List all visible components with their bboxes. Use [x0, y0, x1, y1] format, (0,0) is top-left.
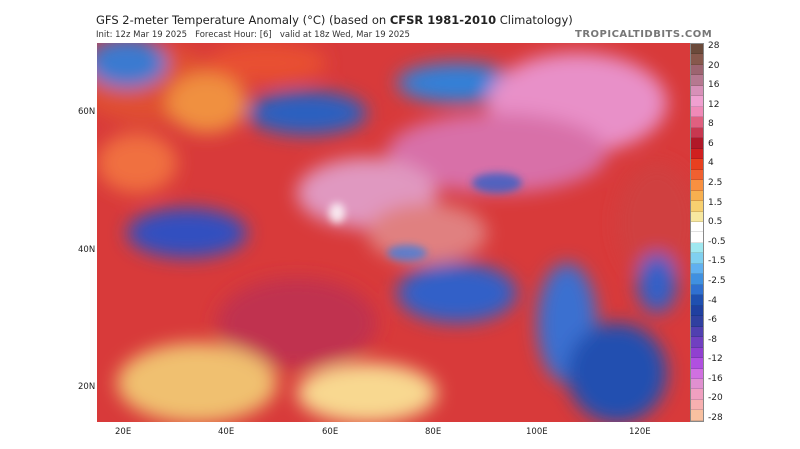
lon-label: 60E: [322, 427, 339, 437]
colorbar-segment: [691, 389, 703, 400]
colorbar-label: 20: [708, 60, 720, 71]
colorbar-label: -0.5: [708, 236, 726, 247]
anomaly-field: [97, 43, 690, 422]
colorbar-segment: [691, 242, 703, 254]
colorbar-segment: [691, 138, 703, 149]
colorbar-segment: [691, 169, 703, 181]
lon-label: 20E: [115, 427, 132, 437]
colorbar-segment: [691, 201, 703, 212]
colorbar-segment: [691, 284, 703, 296]
temperature-anomaly-map: [97, 43, 690, 422]
colorbar-segment: [691, 54, 703, 65]
colorbar-segment: [691, 399, 703, 411]
colorbar-segment: [691, 305, 703, 317]
lon-label: 120E: [629, 427, 651, 437]
colorbar-segment: [691, 316, 703, 327]
colorbar-label: -1.5: [708, 256, 726, 267]
lat-label: 20N: [78, 382, 96, 392]
map-subtitle: Init: 12z Mar 19 2025 Forecast Hour: [6]…: [96, 30, 410, 40]
colorbar-label: 16: [708, 80, 720, 91]
lat-label: 60N: [78, 107, 96, 117]
colorbar-segment: [691, 85, 703, 97]
colorbar-segment: [691, 64, 703, 76]
colorbar-segment: [691, 180, 703, 191]
colorbar-segment: [691, 263, 703, 275]
colorbar-segment: [691, 379, 703, 390]
colorbar-segment: [691, 44, 703, 55]
colorbar-segment: [691, 295, 703, 306]
colorbar-segment: [691, 337, 703, 348]
colorbar-segment: [691, 106, 703, 118]
colorbar-segment: [691, 96, 703, 107]
colorbar-label: -12: [708, 354, 723, 365]
colorbar-segment: [691, 326, 703, 338]
colorbar-label: 0.5: [708, 217, 723, 228]
colorbar-segment: [691, 159, 703, 170]
colorbar-label: -2.5: [708, 275, 726, 286]
colorbar-label: 6: [708, 138, 714, 149]
colorbar-segment: [691, 368, 703, 379]
colorbar-label: -16: [708, 373, 723, 384]
colorbar-segment: [691, 358, 703, 369]
colorbar-label: -8: [708, 334, 717, 345]
colorbar-segment: [691, 117, 703, 128]
colorbar-label: -28: [708, 413, 723, 423]
lon-label: 40E: [218, 427, 235, 437]
colorbar: [690, 43, 704, 422]
colorbar-label: 28: [708, 41, 720, 51]
colorbar-segment: [691, 221, 703, 233]
colorbar-segment: [691, 190, 703, 202]
colorbar-segment: [691, 410, 703, 421]
colorbar-label: 2.5: [708, 178, 723, 189]
colorbar-label: -20: [708, 393, 723, 404]
colorbar-label: 1.5: [708, 197, 723, 208]
colorbar-label: 8: [708, 119, 714, 130]
colorbar-label: -6: [708, 315, 717, 326]
colorbar-segment: [691, 253, 703, 264]
colorbar-segment: [691, 148, 703, 160]
colorbar-label: 4: [708, 158, 714, 169]
colorbar-segment: [691, 347, 703, 359]
colorbar-label: -4: [708, 295, 717, 306]
map-title: GFS 2-meter Temperature Anomaly (°C) (ba…: [96, 13, 573, 27]
colorbar-label: 12: [708, 99, 720, 110]
colorbar-segment: [691, 274, 703, 285]
colorbar-segment: [691, 232, 703, 243]
colorbar-segment: [691, 211, 703, 222]
lon-label: 100E: [526, 427, 548, 437]
colorbar-segment: [691, 127, 703, 139]
colorbar-segment: [691, 75, 703, 86]
lat-label: 40N: [78, 245, 96, 255]
brand-watermark: TROPICALTIDBITS.COM: [575, 29, 713, 40]
lon-label: 80E: [425, 427, 442, 437]
